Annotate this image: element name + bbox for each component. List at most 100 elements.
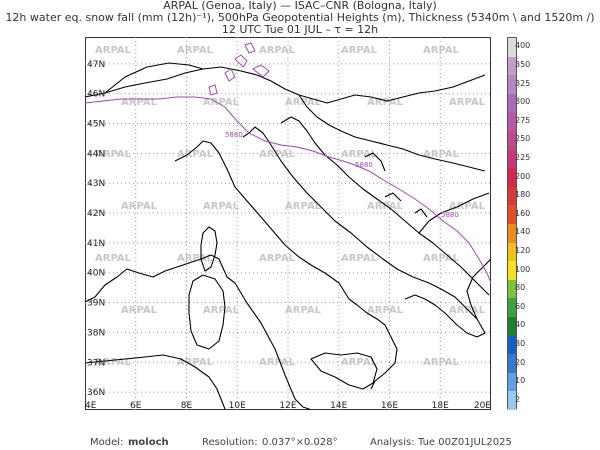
- coastline-ligurian: [174, 140, 398, 390]
- lon-tick-label: 20E: [474, 401, 491, 410]
- colorbar-label: 10: [515, 376, 526, 386]
- colorbar-segment: [508, 279, 516, 299]
- colorbar-segment: [508, 298, 516, 318]
- colorbar-segment: [508, 261, 516, 281]
- colorbar-label: 275: [515, 115, 531, 125]
- model-value: moloch: [128, 437, 169, 448]
- watermark-logo: ARPAL: [259, 45, 296, 56]
- resolution-value: 0.037°×0.028°: [262, 437, 338, 448]
- watermark-logo: ARPAL: [367, 305, 404, 316]
- colorbar-label: 30: [515, 338, 526, 348]
- coastline-mainland: [85, 254, 311, 410]
- colorbar-label: 140: [515, 227, 531, 237]
- watermark-logo: ARPAL: [95, 45, 132, 56]
- lon-tick-label: 18E: [432, 401, 449, 410]
- geopotential-contours: [85, 42, 491, 284]
- watermark-logo: ARPAL: [341, 357, 378, 368]
- watermark-logo: ARPAL: [203, 97, 240, 108]
- lat-tick-label: 46N: [87, 90, 105, 100]
- lat-tick-label: 47N: [87, 60, 105, 70]
- watermark-logo: ARPAL: [285, 201, 322, 212]
- coastline-adriatic-west: [242, 126, 486, 334]
- contour-alps-small: [208, 42, 270, 96]
- contour-5880: [85, 96, 491, 284]
- lat-tick-label: 38N: [87, 328, 105, 338]
- colorbar-segment: [508, 168, 516, 188]
- coastline-dalmatia-islands: [364, 152, 428, 218]
- lon-tick-label: 16E: [381, 401, 398, 410]
- lat-tick-label: 39N: [87, 299, 105, 309]
- contour-label-5880: 5880: [441, 211, 459, 219]
- lat-tick-label: 42N: [87, 209, 105, 219]
- lat-tick-label: 43N: [87, 179, 105, 189]
- coastline-adriatic-east: [280, 116, 490, 296]
- colorbar-segment: [508, 372, 516, 392]
- colorbar-segment: [508, 205, 516, 225]
- watermark-logo: ARPAL: [285, 97, 322, 108]
- model-label: Model:: [90, 437, 124, 448]
- colorbar-segment: [508, 112, 516, 132]
- coastline-sicily: [310, 352, 378, 390]
- contour-label-5880: 5880: [355, 161, 373, 169]
- lon-tick-label: 6E: [130, 401, 142, 410]
- watermark-logo: ARPAL: [449, 305, 486, 316]
- watermark-logo: ARPAL: [177, 357, 214, 368]
- colorbar-segment: [508, 242, 516, 262]
- colorbar-segment: [508, 224, 516, 244]
- watermark-logo: ARPAL: [423, 357, 460, 368]
- colorbar-label: 40: [515, 320, 526, 330]
- colorbar-label: 100: [515, 264, 531, 274]
- colorbar-segment: [508, 335, 516, 355]
- coastline-heel: [404, 294, 486, 338]
- lat-tick-label: 37N: [87, 358, 105, 368]
- border-albania: [466, 258, 491, 320]
- tick-labels: 4E 6E 8E 10E 12E 14E 16E 18E 20E 47N 46N 45N 44N 43N 4…: [85, 60, 491, 410]
- lat-tick-label: 36N: [87, 388, 105, 398]
- lat-tick-label: 41N: [87, 239, 105, 249]
- lon-tick-label: 10E: [229, 401, 246, 410]
- watermark-logo: ARPAL: [203, 201, 240, 212]
- lat-tick-label: 45N: [87, 120, 105, 130]
- watermark-logo: ARPAL: [367, 97, 404, 108]
- lon-tick-label: 14E: [330, 401, 347, 410]
- border-switzerland: [104, 62, 204, 94]
- contour-label-5880: 5880: [225, 131, 243, 139]
- watermark-logo: ARPAL: [177, 45, 214, 56]
- contour-labels: 5880 5880 5880: [225, 131, 459, 219]
- watermark-logo: ARPAL: [423, 149, 460, 160]
- coastline-sardinia: [188, 274, 226, 350]
- border-balkans: [418, 192, 490, 234]
- coastline-africa: [85, 354, 226, 410]
- colorbar-label: 60: [515, 301, 526, 311]
- colorbar-label: 300: [515, 97, 531, 107]
- colorbar-label: 400: [515, 41, 531, 51]
- watermark-logo: ARPAL: [177, 149, 214, 160]
- colorbar-segment: [508, 186, 516, 206]
- colorbar-segment: [508, 38, 516, 58]
- title-line-1: ARPAL (Genoa, Italy) — ISAC–CNR (Bologna…: [163, 0, 437, 12]
- colorbar-label: 250: [515, 134, 531, 144]
- colorbar-label: 225: [515, 152, 531, 162]
- colorbar-label: 180: [515, 190, 531, 200]
- watermark-logo: ARPAL: [95, 253, 132, 264]
- watermark-logo: ARPAL: [121, 201, 158, 212]
- map-svg: ARPAL ARPAL ARPAL ARPAL ARPAL ARPAL ARPAL ARPAL…: [85, 37, 491, 410]
- watermark-logo: ARPAL: [285, 305, 322, 316]
- resolution-label: Resolution:: [202, 437, 258, 448]
- map-panel: ARPAL ARPAL ARPAL ARPAL ARPAL ARPAL ARPAL ARPAL…: [85, 37, 491, 410]
- lat-tick-label: 44N: [87, 149, 105, 159]
- watermark-logo: ARPAL: [121, 305, 158, 316]
- title-line-3: 12 UTC Tue 01 JUL – τ = 12h: [221, 23, 379, 36]
- colorbar-label: 200: [515, 171, 531, 181]
- colorbar-segment: [508, 93, 516, 113]
- colorbar-segment: [508, 149, 516, 169]
- lon-tick-label: 8E: [181, 401, 193, 410]
- map-title: ARPAL (Genoa, Italy) — ISAC–CNR (Bologna…: [0, 0, 600, 36]
- watermark-logo: ARPAL: [341, 253, 378, 264]
- colorbar-label: 160: [515, 208, 531, 218]
- colorbar-segment: [508, 317, 516, 337]
- watermark-logo: ARPAL: [121, 97, 158, 108]
- watermark-logo: ARPAL: [449, 97, 486, 108]
- watermark-logo: ARPAL: [341, 45, 378, 56]
- colorbar-segment: [508, 354, 516, 374]
